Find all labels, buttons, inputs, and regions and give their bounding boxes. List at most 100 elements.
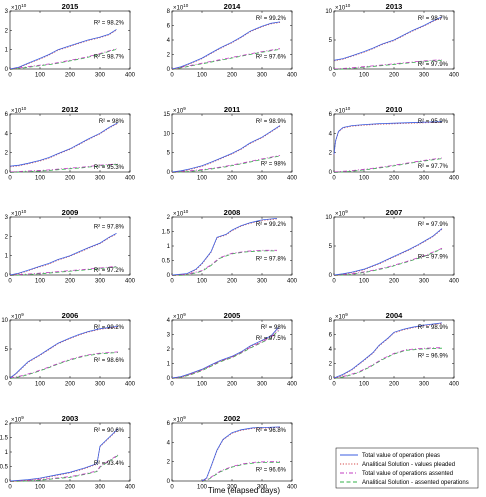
plot-frame: [171, 113, 293, 173]
y-tick-label: 1: [167, 244, 171, 250]
r2-label-assented: R² = 97.9%: [418, 254, 449, 260]
series-line-pleas-fit: [9, 29, 117, 70]
x-tick-label: 300: [257, 73, 268, 79]
series-line-assented: [171, 329, 279, 379]
y-tick-label: 1: [5, 48, 9, 54]
y-tick-label: 5: [329, 244, 333, 250]
series-line-assented: [333, 247, 443, 276]
series-line-assented-fit: [171, 155, 281, 173]
y-tick-label: 0: [167, 479, 171, 485]
x-tick-label: 200: [227, 485, 238, 491]
series-line-assented-fit: [333, 59, 443, 70]
y-tick-label: 10: [325, 215, 332, 221]
x-tick-label: 100: [197, 73, 208, 79]
x-tick-label: 200: [389, 176, 400, 182]
exponent-label: ×109: [11, 415, 24, 424]
x-tick-label: 400: [125, 176, 136, 182]
x-tick-label: 200: [65, 382, 76, 388]
r2-label-pleas: R² = 98.9%: [418, 325, 449, 331]
x-tick-label: 200: [389, 279, 400, 285]
chart-panel-2004: 0 100 200 300 400 0 2 4 6 8×109 2004 R² = 98.9% R² =…: [329, 311, 460, 388]
y-tick-label: 4: [329, 347, 333, 353]
x-tick-label: 0: [332, 73, 336, 79]
y-tick-label: 0: [329, 67, 333, 73]
legend-label: Total value of operation pleas: [362, 453, 440, 459]
y-tick-label: 5: [5, 347, 9, 353]
series-line-pleas-fit: [171, 125, 281, 173]
y-tick-label: 6: [5, 112, 9, 118]
chart-panel-2011: 0 100 200 300 400 0 5 10 15×109 2011 R² = 98.9% R² …: [163, 105, 297, 182]
x-tick-label: 300: [257, 382, 268, 388]
x-tick-label: 0: [170, 382, 174, 388]
x-tick-label: 200: [227, 279, 238, 285]
r2-label-assented: R² = 97.2%: [94, 268, 125, 274]
y-tick-label: 2: [167, 347, 171, 353]
x-tick-label: 400: [449, 176, 460, 182]
y-tick-label: 2: [167, 460, 171, 466]
x-tick-label: 300: [95, 176, 106, 182]
chart-title: 2002: [224, 414, 241, 423]
series-line-assented-fit: [333, 347, 443, 379]
x-tick-label: 0: [8, 73, 12, 79]
chart-title: 2006: [62, 311, 79, 320]
chart-panel-2008: 0 100 200 300 400 0 0.5 1 1.5 2×1010 2008 R² = 99.2…: [162, 208, 298, 285]
x-tick-label: 300: [257, 176, 268, 182]
x-tick-label: 100: [197, 485, 208, 491]
series-line-assented: [9, 163, 119, 173]
legend-box: [335, 447, 479, 489]
legend-label: Total value of operations assented: [362, 471, 453, 477]
y-tick-label: 0: [329, 376, 333, 382]
series-line-pleas-fit: [171, 218, 278, 276]
x-tick-label: 400: [287, 279, 298, 285]
x-tick-label: 0: [8, 485, 12, 491]
x-tick-label: 300: [419, 279, 430, 285]
y-tick-label: 0: [5, 170, 9, 176]
y-tick-label: 6: [329, 112, 333, 118]
y-tick-label: 0.5: [162, 259, 171, 265]
x-tick-label: 100: [197, 382, 208, 388]
chart-title: 2013: [386, 2, 403, 11]
r2-label-pleas: R² = 99.2%: [256, 222, 287, 228]
plot-frame: [9, 113, 131, 173]
series-line-assented: [171, 155, 281, 173]
r2-label-assented: R² = 98.7%: [94, 55, 125, 61]
r2-label-pleas: R² = 99.2%: [256, 16, 287, 22]
y-tick-label: 0: [167, 170, 171, 176]
exponent-label: ×1010: [11, 3, 27, 12]
r2-label-assented: R² = 97.9%: [418, 62, 449, 68]
r2-label-assented: R² = 97.7%: [418, 164, 449, 170]
r2-label-pleas: R² = 90.6%: [94, 428, 125, 434]
y-tick-label: 0: [5, 273, 9, 279]
series-line-assented-fit: [171, 48, 281, 70]
x-tick-label: 0: [332, 176, 336, 182]
r2-label-pleas: R² = 97.8%: [94, 224, 125, 230]
series-line-assented: [9, 265, 117, 276]
series-line-assented-fit: [171, 330, 279, 379]
x-tick-label: 200: [389, 382, 400, 388]
r2-label-pleas: R² = 97.9%: [418, 222, 449, 228]
x-tick-label: 100: [197, 279, 208, 285]
x-tick-label: 200: [227, 382, 238, 388]
x-tick-label: 300: [419, 73, 430, 79]
series-line-assented-fit: [171, 250, 277, 276]
x-tick-label: 400: [125, 279, 136, 285]
x-tick-label: 300: [257, 485, 268, 491]
y-tick-label: 5: [329, 38, 333, 44]
series-line-assented-fit: [201, 461, 280, 482]
r2-label-pleas: R² = 99.2%: [94, 325, 125, 331]
series-line-pleas: [171, 21, 281, 70]
x-tick-label: 0: [170, 279, 174, 285]
x-tick-label: 0: [8, 279, 12, 285]
y-tick-label: 1.5: [162, 230, 171, 236]
chart-title: 2003: [62, 414, 79, 423]
y-tick-label: 10: [1, 318, 8, 324]
r2-label-pleas: R² = 98.2%: [94, 20, 125, 26]
y-tick-label: 0.5: [0, 465, 9, 471]
chart-title: 2010: [386, 105, 403, 114]
x-tick-label: 300: [419, 176, 430, 182]
series-line-assented: [201, 461, 280, 482]
x-tick-label: 400: [449, 382, 460, 388]
y-tick-label: 2: [5, 28, 9, 34]
y-tick-label: 2: [329, 362, 333, 368]
series-line-pleas-fit: [9, 122, 119, 168]
